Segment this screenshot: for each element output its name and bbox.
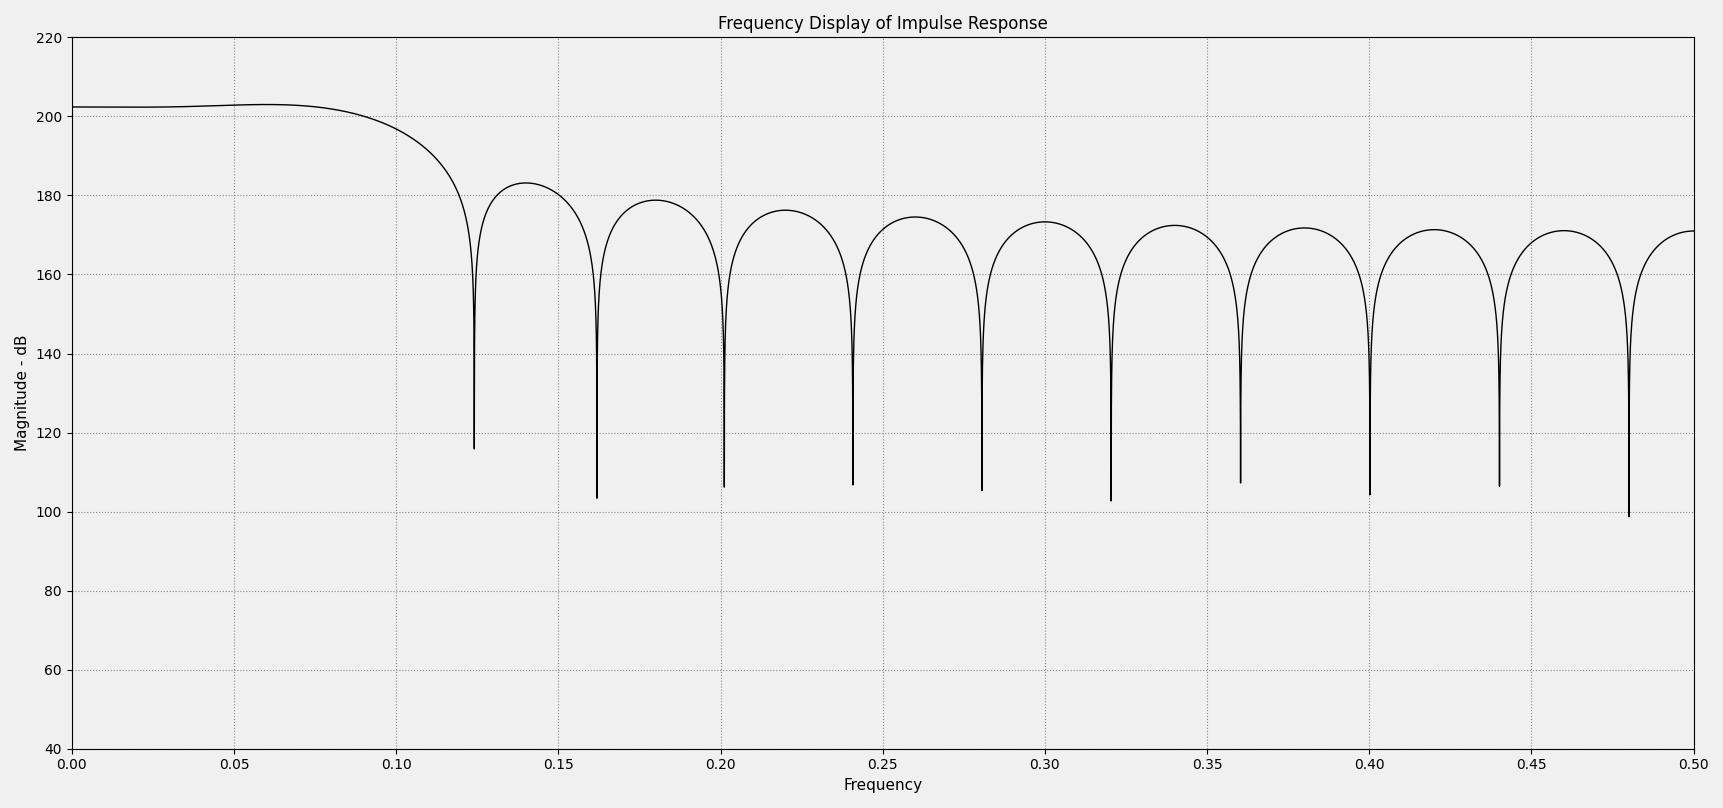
Title: Frequency Display of Impulse Response: Frequency Display of Impulse Response [717,15,1048,33]
Y-axis label: Magnitude - dB: Magnitude - dB [16,335,29,452]
X-axis label: Frequency: Frequency [843,778,922,793]
